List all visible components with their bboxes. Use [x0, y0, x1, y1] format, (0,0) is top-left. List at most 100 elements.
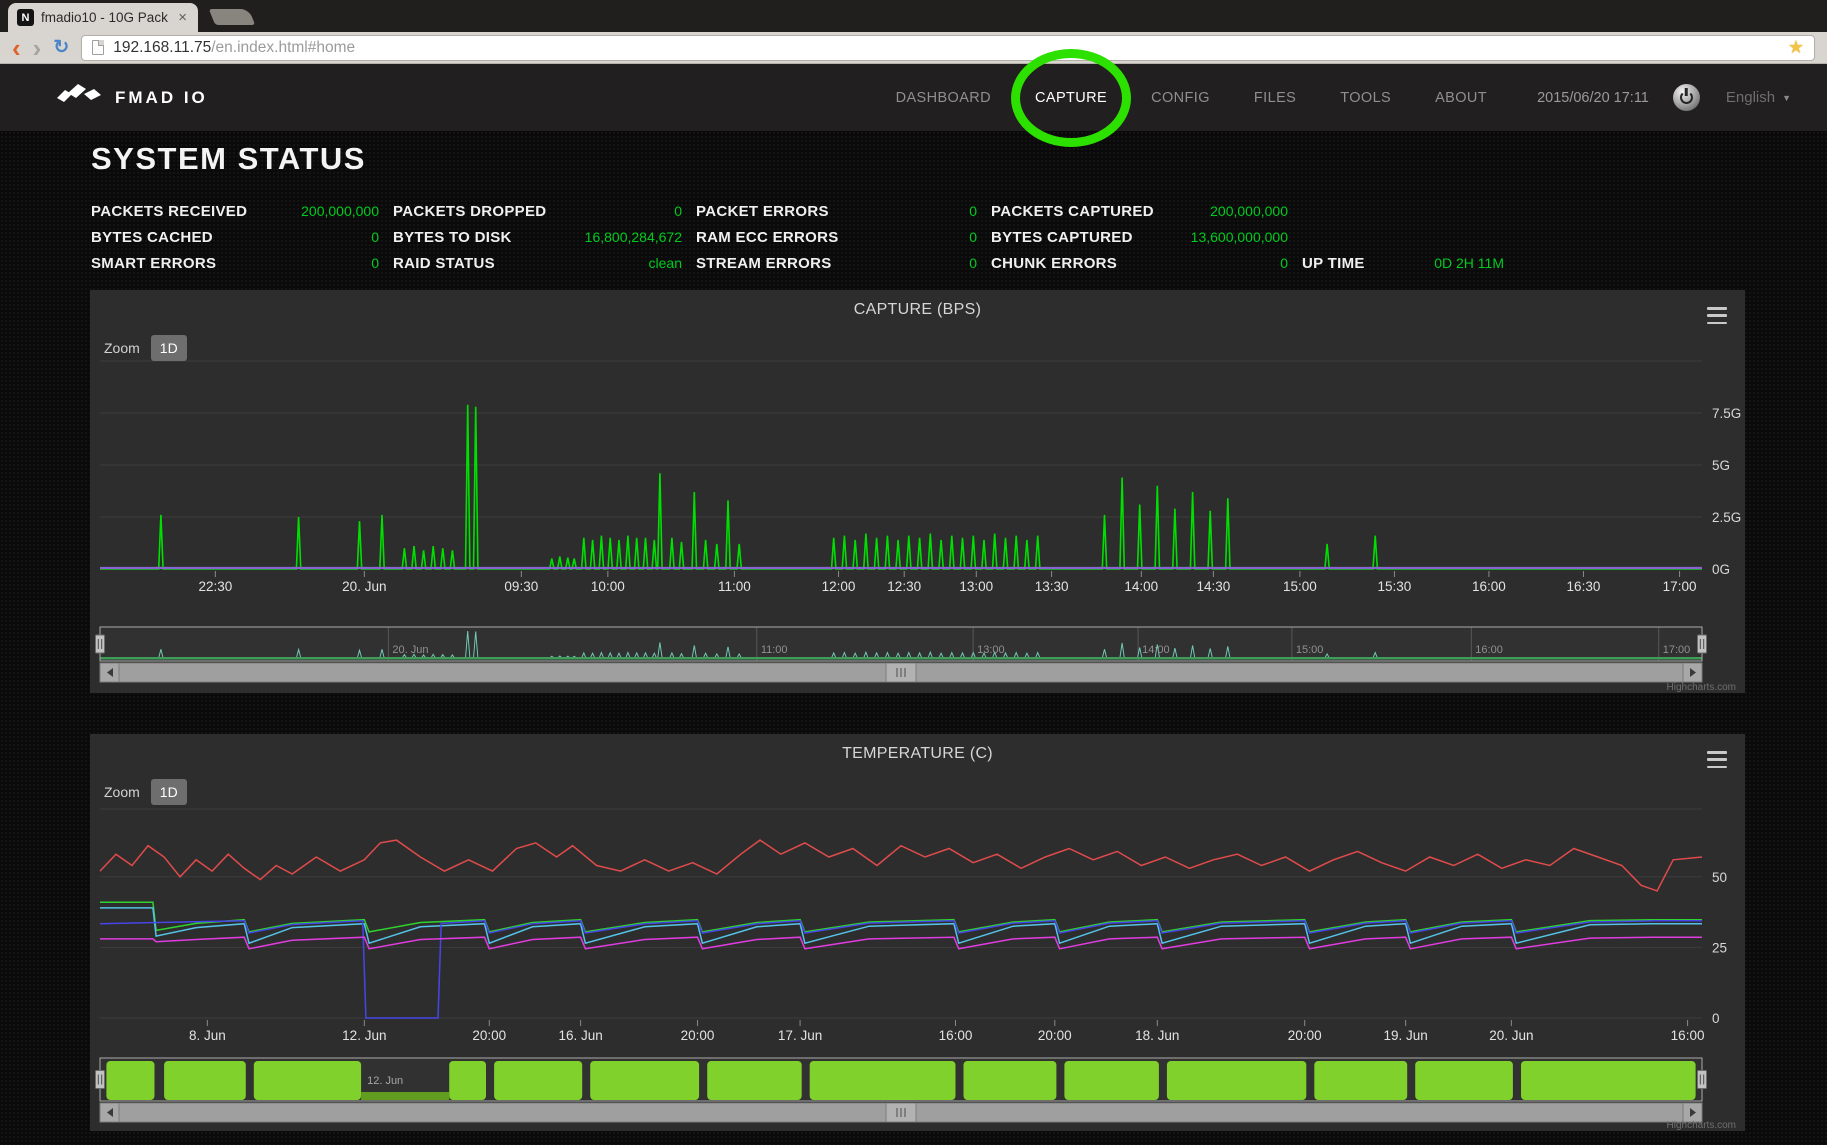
- hamburger-icon-line: [1707, 751, 1727, 754]
- temperature-x-label: 8. Jun: [189, 1028, 226, 1043]
- temperature-chart-panel: 0 25 50 8. Jun 12. Jun 20:00 16. Jun 20:00 17. J…: [90, 734, 1745, 1131]
- capture-zoom-1d-button[interactable]: 1D: [150, 335, 187, 361]
- temperature-navigator-handle-left[interactable]: [95, 1070, 105, 1089]
- nav-item-tools[interactable]: TOOLS: [1340, 89, 1392, 106]
- nav-item-about[interactable]: ABOUT: [1435, 89, 1488, 106]
- hamburger-icon-line: [1707, 758, 1727, 761]
- reload-button[interactable]: ↻: [53, 37, 70, 58]
- stat-up-time: UP TIME 0D 2H 11M: [1302, 255, 1504, 281]
- browser-tab[interactable]: N fmadio10 - 10G Pack ×: [8, 3, 198, 32]
- capture-navigator-label: 15:00: [1296, 644, 1324, 656]
- capture-navigator-label: 11:00: [761, 644, 788, 656]
- page-icon: [92, 40, 105, 55]
- url-text[interactable]: 192.168.11.75/en.index.html#home: [113, 39, 1779, 57]
- capture-y-label: 5G: [1712, 458, 1730, 473]
- temperature-navigator-block: [1064, 1061, 1159, 1100]
- browser-toolbar: ‹ › ↻ 192.168.11.75/en.index.html#home ★: [0, 32, 1827, 64]
- nav-item-files[interactable]: FILES: [1253, 89, 1297, 106]
- temperature-zoom-1d-button[interactable]: 1D: [150, 779, 187, 805]
- capture-x-label: 15:30: [1378, 579, 1412, 594]
- temperature-navigator-block: [164, 1061, 246, 1100]
- capture-x-label: 10:00: [591, 579, 625, 594]
- temperature-x-label: 12. Jun: [342, 1028, 386, 1043]
- capture-x-label: 16:30: [1567, 579, 1601, 594]
- capture-navigator-label: 16:00: [1475, 644, 1503, 656]
- stat-label: PACKETS CAPTURED: [991, 203, 1154, 220]
- forward-button[interactable]: ›: [32, 32, 42, 63]
- temperature-scrollbar-left-arrow[interactable]: [99, 1102, 120, 1123]
- page-content: SYSTEM STATUS PACKETS RECEIVED 200,000,00…: [0, 131, 1827, 1145]
- stat-value: 200,000,000: [1210, 203, 1288, 219]
- temperature-y-label: 25: [1712, 940, 1727, 955]
- back-button[interactable]: ‹: [12, 32, 21, 63]
- capture-zoom-controls: Zoom 1D: [104, 335, 187, 361]
- tab-close-icon[interactable]: ×: [178, 9, 187, 26]
- zoom-label: Zoom: [104, 340, 140, 356]
- temperature-x-label: 20:00: [1038, 1028, 1072, 1043]
- brand[interactable]: FMAD IO: [56, 81, 208, 114]
- capture-scrollbar-right-arrow[interactable]: [1682, 662, 1703, 683]
- temperature-chart-canvas: 0 25 50 8. Jun 12. Jun 20:00 16. Jun 20:00 17. J…: [95, 808, 1727, 1123]
- temperature-series-blue: [99, 920, 1702, 1019]
- language-selector[interactable]: English ▼: [1726, 89, 1791, 106]
- capture-x-label: 13:00: [959, 579, 993, 594]
- nav-item-capture[interactable]: CAPTURE: [1011, 48, 1132, 147]
- capture-x-label: 13:30: [1035, 579, 1069, 594]
- stat-raid-status: RAID STATUS clean: [393, 255, 682, 281]
- capture-x-label: 22:30: [198, 579, 232, 594]
- temperature-navigator-label: 12. Jun: [367, 1075, 403, 1087]
- highcharts-credit: Highcharts.com: [1666, 1120, 1736, 1131]
- url-path: /en.index.html#home: [211, 38, 356, 56]
- stat-stream-errors: STREAM ERRORS 0: [696, 255, 977, 281]
- url-bar[interactable]: 192.168.11.75/en.index.html#home ★: [81, 34, 1815, 61]
- temperature-y-label: 0: [1712, 1011, 1720, 1026]
- language-label: English: [1725, 89, 1776, 106]
- temperature-x-label: 16:00: [1671, 1028, 1705, 1043]
- temperature-navigator-block: [707, 1061, 802, 1100]
- highcharts-credit: Highcharts.com: [1666, 682, 1736, 693]
- capture-navigator-handle-left[interactable]: [95, 634, 105, 654]
- navbar-datetime: 2015/06/20 17:11: [1537, 89, 1649, 106]
- capture-plot-area[interactable]: [100, 361, 1702, 569]
- temperature-navigator-low-block: [361, 1092, 450, 1100]
- bookmark-star-icon[interactable]: ★: [1787, 37, 1804, 57]
- power-button[interactable]: [1672, 84, 1700, 111]
- temperature-navigator-range[interactable]: [99, 1057, 1703, 1102]
- temperature-context-menu-button[interactable]: [1704, 749, 1730, 770]
- capture-navigator-label: 20. Jun: [392, 644, 428, 656]
- stat-smart-errors: SMART ERRORS 0: [91, 255, 379, 281]
- temperature-scrollbar-grip[interactable]: [885, 1102, 917, 1123]
- capture-context-menu-button[interactable]: [1704, 305, 1730, 326]
- nav-item-config[interactable]: CONFIG: [1151, 89, 1210, 106]
- new-tab-button[interactable]: [208, 9, 256, 25]
- temperature-scrollbar-right-arrow[interactable]: [1682, 1102, 1703, 1123]
- stat-label: RAM ECC ERRORS: [696, 229, 839, 246]
- capture-navigator-range[interactable]: [99, 626, 1703, 662]
- stat-bytes-cached: BYTES CACHED 0: [91, 229, 379, 255]
- temperature-x-label: 20:00: [1288, 1028, 1322, 1043]
- stat-label: PACKETS DROPPED: [393, 203, 547, 220]
- hamburger-icon-line: [1707, 321, 1727, 324]
- capture-series: [100, 404, 1702, 570]
- temperature-zoom-controls: Zoom 1D: [104, 779, 187, 805]
- stat-label: CHUNK ERRORS: [991, 255, 1118, 272]
- system-status-grid: PACKETS RECEIVED 200,000,000 PACKETS DROPP…: [91, 203, 1504, 281]
- temperature-navigator-block: [1314, 1061, 1408, 1100]
- capture-scrollbar-grip[interactable]: [885, 662, 917, 683]
- capture-navigator-label: 13:00: [977, 644, 1005, 656]
- capture-scrollbar-left-arrow[interactable]: [99, 662, 120, 683]
- capture-x-label: 15:00: [1283, 579, 1317, 594]
- capture-x-label: 14:30: [1196, 579, 1230, 594]
- capture-y-label: 2.5G: [1712, 510, 1741, 525]
- page-title: SYSTEM STATUS: [91, 141, 366, 176]
- nav-item-dashboard[interactable]: DASHBOARD: [895, 89, 992, 106]
- capture-chart-panel: 0G 2.5G 5G 7.5G 22:30 20. Jun 09:30 10:00 11:00 1…: [90, 290, 1745, 693]
- temperature-x-label: 20:00: [681, 1028, 715, 1043]
- temperature-x-label: 20. Jun: [1489, 1028, 1533, 1043]
- temperature-chart-title: TEMPERATURE (C): [842, 745, 993, 762]
- temperature-plot-area[interactable]: [100, 809, 1702, 1018]
- capture-chart-title: CAPTURE (BPS): [853, 301, 982, 318]
- temperature-navigator-handle-right[interactable]: [1697, 1070, 1707, 1089]
- capture-navigator-handle-right[interactable]: [1697, 634, 1707, 654]
- stat-label: STREAM ERRORS: [696, 255, 832, 272]
